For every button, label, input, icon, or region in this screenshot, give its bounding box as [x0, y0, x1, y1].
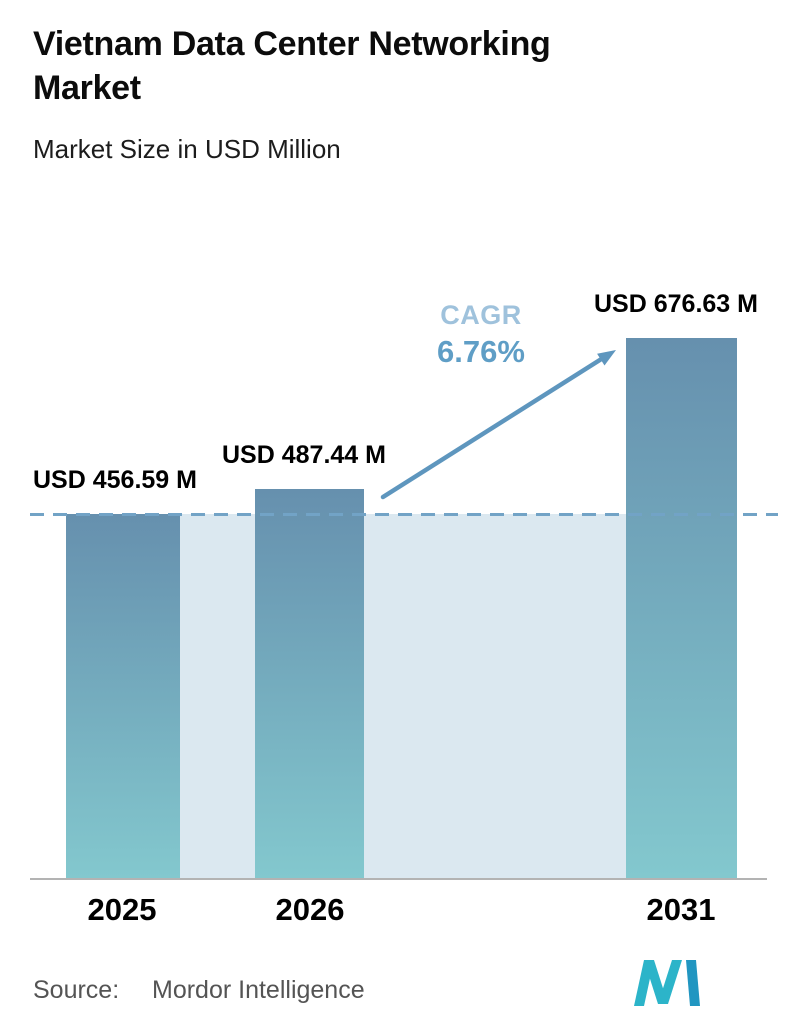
cagr-value: 6.76%: [437, 334, 525, 369]
bar-2031: [626, 338, 737, 879]
mordor-intelligence-logo-icon: [634, 960, 700, 1006]
x-tick-2025: 2025: [87, 892, 157, 927]
chart-title-line2: Market: [33, 69, 141, 107]
bar-2026: [255, 489, 364, 879]
source-name: Mordor Intelligence: [152, 976, 365, 1004]
bar-2025: [66, 514, 180, 879]
bar-value-label-2025: USD 456.59 M: [33, 466, 197, 494]
x-axis-line: [30, 878, 767, 880]
chart-title: Vietnam Data Center Networking Market: [33, 22, 551, 110]
bar-value-label-2026: USD 487.44 M: [222, 441, 386, 469]
chart-subtitle: Market Size in USD Million: [33, 134, 341, 164]
reference-dashed-line: [30, 513, 778, 516]
source-label: Source:: [33, 976, 120, 1004]
x-tick-2026: 2026: [275, 892, 345, 927]
x-tick-2031: 2031: [646, 892, 716, 927]
chart-title-line1: Vietnam Data Center Networking: [33, 25, 551, 63]
bar-value-label-2031: USD 676.63 M: [594, 290, 758, 318]
cagr-label: CAGR: [440, 300, 522, 330]
